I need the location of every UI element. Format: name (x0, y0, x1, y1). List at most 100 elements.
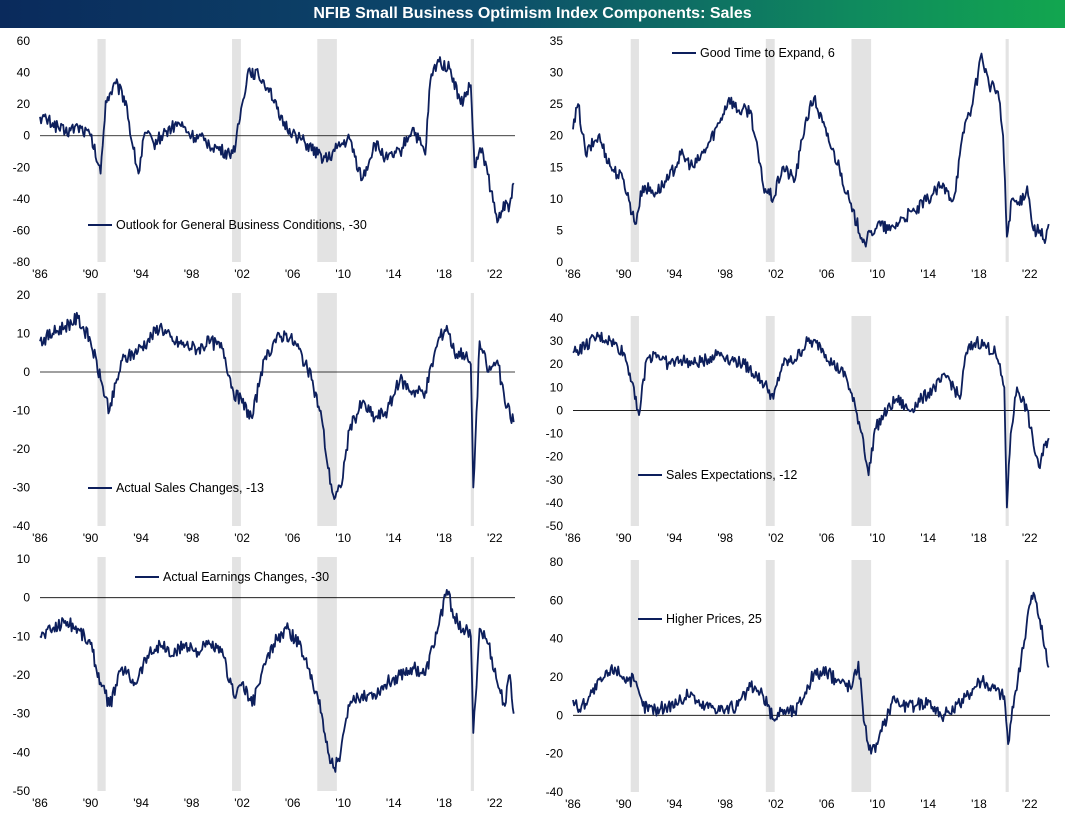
y-tick-label: 40 (550, 311, 564, 325)
x-tick-label: '98 (717, 797, 733, 811)
y-tick-label: -40 (13, 745, 31, 759)
x-tick-label: '86 (32, 267, 48, 281)
recession-band (470, 39, 474, 262)
x-tick-label: '10 (870, 797, 886, 811)
recession-band (630, 39, 639, 262)
legend-label: Good Time to Expand, 6 (700, 46, 835, 60)
chart-panel-4: 40 30 20 10 0 -10 -20 -30 -40 -50'86 '90 '94 '98 '02 '… (546, 311, 1050, 545)
y-tick-label: 30 (550, 334, 564, 348)
recession-band (851, 39, 872, 262)
x-tick-label: '90 (83, 796, 99, 810)
y-tick-label: 0 (556, 403, 563, 417)
x-tick-label: '18 (436, 267, 452, 281)
y-tick-label: 25 (550, 97, 564, 111)
y-tick-label: 20 (550, 670, 564, 684)
legend-label: Actual Earnings Changes, -30 (163, 570, 329, 584)
x-tick-label: '90 (83, 531, 99, 545)
x-tick-label: '02 (768, 531, 784, 545)
y-tick-label: -20 (13, 668, 31, 682)
x-tick-label: '98 (717, 267, 733, 281)
x-tick-label: '02 (234, 531, 250, 545)
x-tick-label: '18 (971, 267, 987, 281)
x-tick-label: '10 (335, 796, 351, 810)
x-tick-label: '90 (616, 797, 632, 811)
recession-band (317, 39, 337, 262)
recession-band (232, 39, 241, 262)
chart-panel-1: 60 40 20 0 -20 -40 -60 -80'86 '90 '94 '98 '02 '06 '10… (13, 34, 515, 281)
y-tick-label: 40 (550, 632, 564, 646)
x-tick-label: '14 (920, 797, 936, 811)
y-tick-label: -40 (546, 496, 564, 510)
y-tick-label: 20 (550, 129, 564, 143)
recession-band (317, 557, 337, 791)
x-tick-label: '10 (335, 267, 351, 281)
x-tick-label: '94 (133, 267, 149, 281)
recession-band (1005, 560, 1009, 792)
recession-band (1005, 316, 1009, 526)
y-tick-label: 20 (17, 97, 31, 111)
y-tick-label: 0 (556, 255, 563, 269)
x-tick-label: '10 (870, 267, 886, 281)
x-tick-label: '94 (667, 797, 683, 811)
chart-panel-5: 10 0 -10 -20 -30 -40 -50'86 '90 '94 '98 '02 '06 '10 '… (13, 552, 515, 810)
series-line (39, 56, 515, 224)
y-tick-label: -30 (546, 473, 564, 487)
y-tick-label: 20 (550, 357, 564, 371)
y-tick-label: 30 (550, 66, 564, 80)
x-tick-label: '86 (565, 267, 581, 281)
y-tick-label: 15 (550, 160, 564, 174)
x-tick-label: '10 (870, 531, 886, 545)
x-tick-label: '94 (667, 267, 683, 281)
x-tick-label: '14 (920, 267, 936, 281)
x-tick-label: '18 (436, 531, 452, 545)
y-tick-label: 80 (550, 555, 564, 569)
recession-band (1005, 39, 1009, 262)
series-line (39, 311, 515, 500)
x-tick-label: '86 (32, 531, 48, 545)
y-tick-label: 5 (556, 223, 563, 237)
y-tick-label: -50 (13, 784, 31, 798)
x-tick-label: '22 (1022, 267, 1038, 281)
legend-label: Outlook for General Business Conditions,… (116, 218, 367, 232)
x-tick-label: '86 (565, 531, 581, 545)
y-tick-label: 10 (550, 192, 564, 206)
x-tick-label: '06 (285, 267, 301, 281)
x-tick-label: '94 (667, 531, 683, 545)
x-tick-label: '06 (819, 531, 835, 545)
x-tick-label: '22 (1022, 797, 1038, 811)
chart-panel-2: 35 30 25 20 15 10 5 0'86 '90 '94 '98 '02 '06 '10 '14 '1… (550, 34, 1050, 281)
recession-band (232, 293, 241, 526)
x-tick-label: '94 (133, 531, 149, 545)
x-tick-label: '90 (616, 267, 632, 281)
x-tick-label: '94 (133, 796, 149, 810)
recession-band (765, 39, 775, 262)
x-tick-label: '02 (234, 796, 250, 810)
recession-band (232, 557, 241, 791)
y-tick-label: 40 (17, 66, 31, 80)
y-tick-label: -20 (546, 747, 564, 761)
legend-label: Sales Expectations, -12 (666, 468, 797, 482)
y-tick-label: -30 (13, 481, 31, 495)
x-tick-label: '14 (386, 796, 402, 810)
x-tick-label: '14 (386, 531, 402, 545)
x-tick-label: '98 (717, 531, 733, 545)
x-tick-label: '22 (1022, 531, 1038, 545)
recession-band (851, 316, 872, 526)
x-tick-label: '22 (487, 531, 503, 545)
x-tick-label: '02 (768, 797, 784, 811)
x-tick-label: '18 (971, 797, 987, 811)
y-tick-label: -20 (546, 450, 564, 464)
recession-band (97, 557, 106, 791)
x-tick-label: '06 (285, 531, 301, 545)
y-tick-label: 10 (17, 552, 31, 566)
x-tick-label: '22 (487, 796, 503, 810)
x-tick-label: '98 (184, 531, 200, 545)
recession-band (630, 316, 639, 526)
x-tick-label: '98 (184, 796, 200, 810)
y-tick-label: 0 (23, 129, 30, 143)
x-tick-label: '02 (234, 267, 250, 281)
y-tick-label: 0 (23, 591, 30, 605)
y-tick-label: -10 (13, 404, 31, 418)
recession-band (317, 293, 337, 526)
chart-panel-6: 80 60 40 20 0 -20 -40'86 '90 '94 '98 '02 '06 '10 '14 '… (546, 555, 1050, 811)
